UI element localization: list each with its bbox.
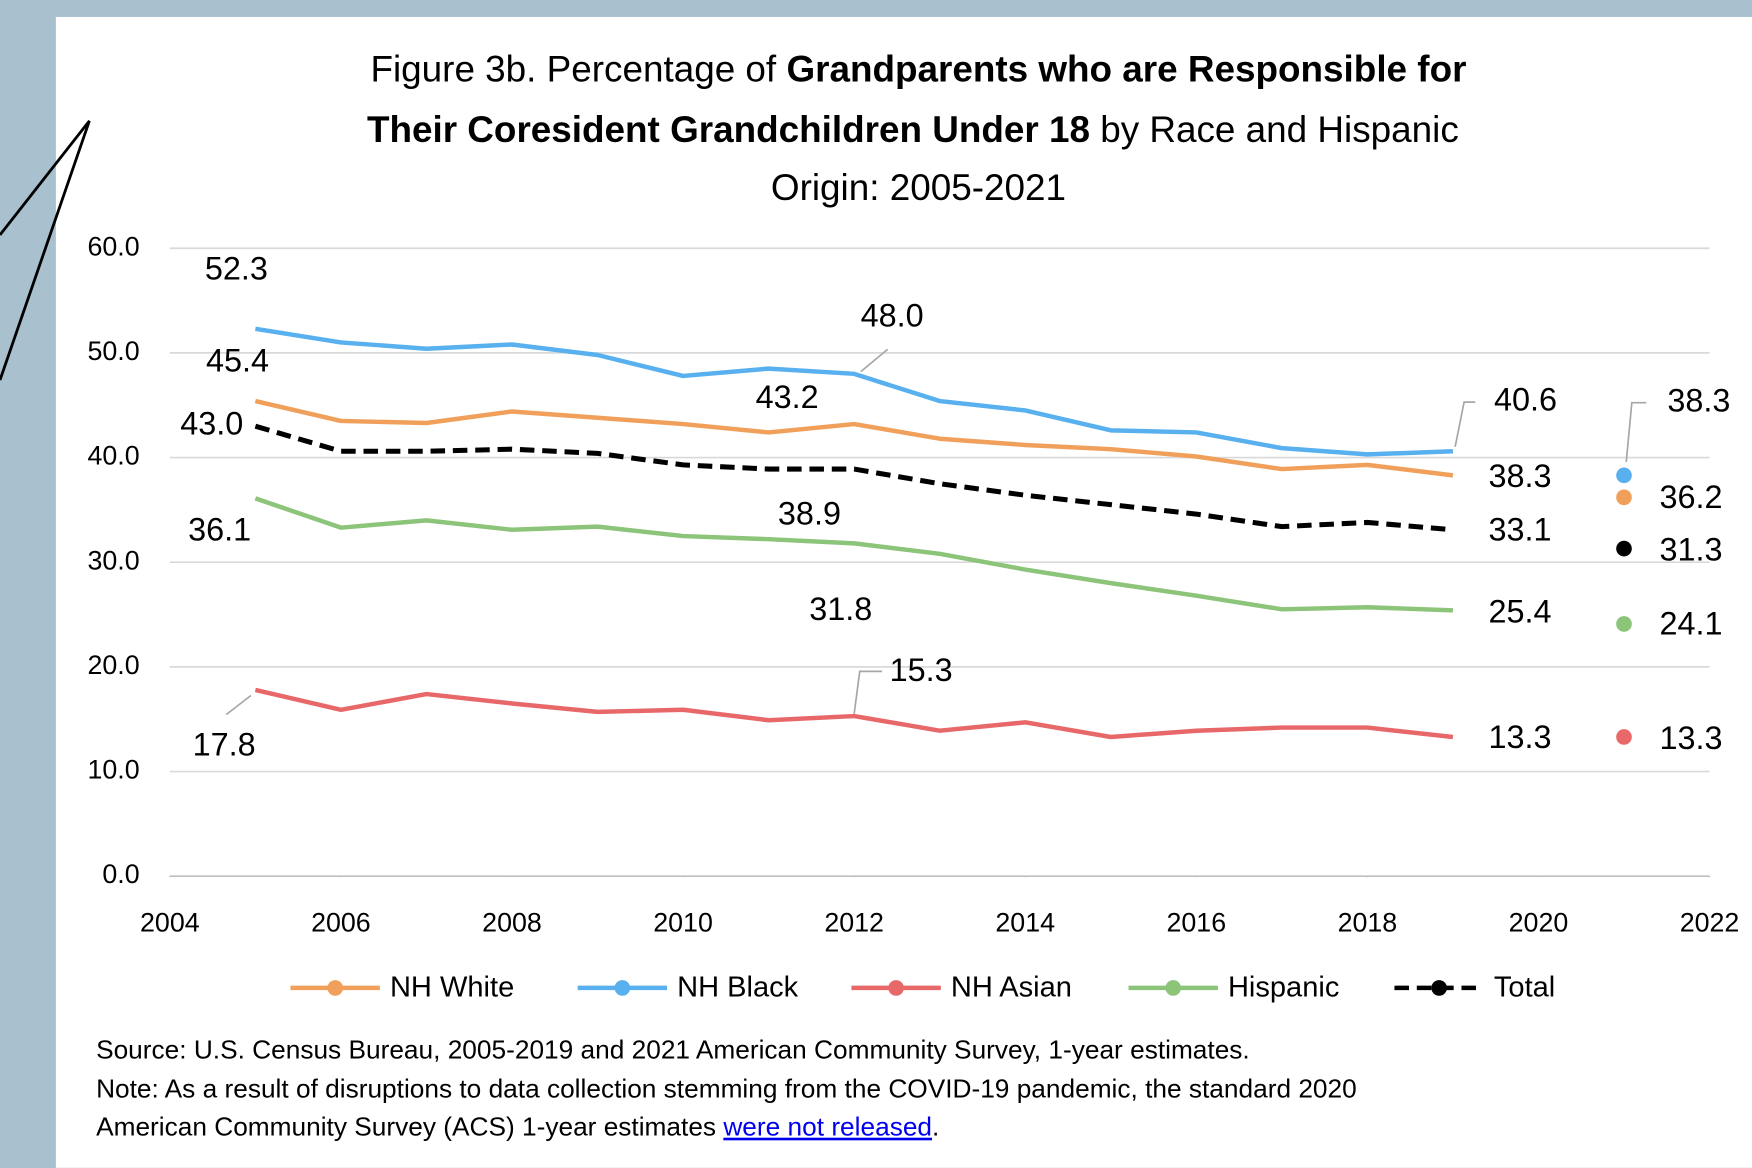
- y-tick-label: 40.0: [88, 441, 140, 471]
- note-text: American Community Survey (ACS) 1-year e…: [96, 1112, 716, 1142]
- y-tick-label: 30.0: [88, 545, 140, 575]
- panel: [55, 16, 1752, 1168]
- legend-label: Hispanic: [1228, 972, 1339, 1004]
- point: [1616, 540, 1632, 557]
- data-label: 13.3: [1660, 720, 1723, 756]
- series-line: [254, 687, 1454, 740]
- data-label: 33.1: [1488, 512, 1551, 548]
- legend-label: NH White: [390, 972, 514, 1004]
- x-tick-label: 2014: [995, 907, 1055, 937]
- title-part: by Race and Hispanic: [1100, 109, 1459, 150]
- data-label: 36.2: [1660, 479, 1723, 515]
- title-line: Their Coresident Grandchildren Under 18 …: [367, 109, 1459, 150]
- x-tick-label: 2010: [653, 907, 713, 937]
- data-label: 25.4: [1488, 593, 1551, 629]
- legend-marker: [1431, 980, 1447, 996]
- leader-line: [225, 694, 252, 716]
- data-label: 45.4: [206, 343, 269, 379]
- legend-marker: [888, 980, 904, 996]
- data-label: 40.6: [1494, 382, 1557, 418]
- data-label: 52.3: [205, 250, 268, 286]
- plot: 0.0 10.0 20.0 30.0 40.0 50.0 60.0 2004 2006 2008 2…: [88, 231, 1740, 1003]
- legend-marker: [327, 980, 344, 996]
- y-tick-label: 20.0: [88, 650, 140, 680]
- x-tick-label: 2004: [140, 907, 200, 937]
- legend-label: NH Black: [677, 972, 799, 1004]
- title-part: Figure 3b. Percentage of: [370, 48, 776, 89]
- data-label: 15.3: [890, 652, 953, 688]
- y-tick-label: 60.0: [88, 231, 140, 261]
- data-label: 24.1: [1660, 606, 1723, 642]
- title-part: Grandparents who are Responsible for: [786, 48, 1466, 89]
- note-end: .: [932, 1112, 939, 1142]
- data-label: 38.3: [1667, 382, 1730, 418]
- note: American Community Survey (ACS) 1-year e…: [96, 1112, 939, 1142]
- series-line: [254, 423, 1454, 533]
- x-tick-label: 2012: [824, 907, 884, 937]
- data-label: 31.3: [1660, 532, 1723, 568]
- note: Note: As a result of disruptions to data…: [96, 1074, 1357, 1104]
- data-label: 38.9: [778, 496, 841, 532]
- series-line: [255, 326, 1454, 457]
- legend-marker: [614, 980, 631, 996]
- leader-line: [1454, 401, 1476, 447]
- source: Source: U.S. Census Bureau, 2005-2019 an…: [96, 1035, 1250, 1065]
- data-label: 17.8: [193, 726, 256, 762]
- x-tick-label: 2008: [482, 907, 542, 937]
- series-line: [254, 398, 1454, 478]
- y-tick-label: 0.0: [102, 859, 139, 889]
- data-label: 31.8: [809, 591, 872, 627]
- data-label: 38.3: [1488, 458, 1551, 494]
- point: [1616, 616, 1632, 632]
- title-part: Their Coresident Grandchildren Under 18: [367, 109, 1090, 150]
- callout-pointer: [0, 119, 91, 381]
- x-tick-label: 2018: [1338, 907, 1398, 937]
- legend-label: NH Asian: [951, 972, 1072, 1004]
- title-line: Figure 3b. Percentage of Grandparents wh…: [370, 48, 1466, 89]
- point: [1616, 467, 1632, 484]
- leader-line: [853, 670, 883, 714]
- point: [1616, 489, 1632, 506]
- leader-line: [860, 348, 889, 373]
- x-tick-label: 2016: [1166, 907, 1226, 937]
- data-label: 43.2: [756, 379, 819, 415]
- data-label: 13.3: [1488, 719, 1551, 755]
- leader-line: [1625, 401, 1647, 463]
- point: [1616, 729, 1632, 745]
- data-label: 48.0: [861, 298, 924, 334]
- y-tick-label: 50.0: [88, 336, 140, 366]
- note-link[interactable]: were not released: [722, 1112, 932, 1142]
- x-tick-label: 2020: [1509, 907, 1569, 937]
- y-tick-label: 10.0: [88, 755, 140, 785]
- x-tick-label: 2022: [1680, 907, 1740, 937]
- title-line: Origin: 2005-2021: [771, 167, 1066, 208]
- x-tick-label: 2006: [311, 907, 371, 937]
- series-line: [254, 496, 1454, 613]
- data-label: 43.0: [180, 406, 243, 442]
- data-label: 36.1: [188, 511, 251, 547]
- legend-marker: [1165, 980, 1182, 996]
- legend-label: Total: [1494, 972, 1555, 1004]
